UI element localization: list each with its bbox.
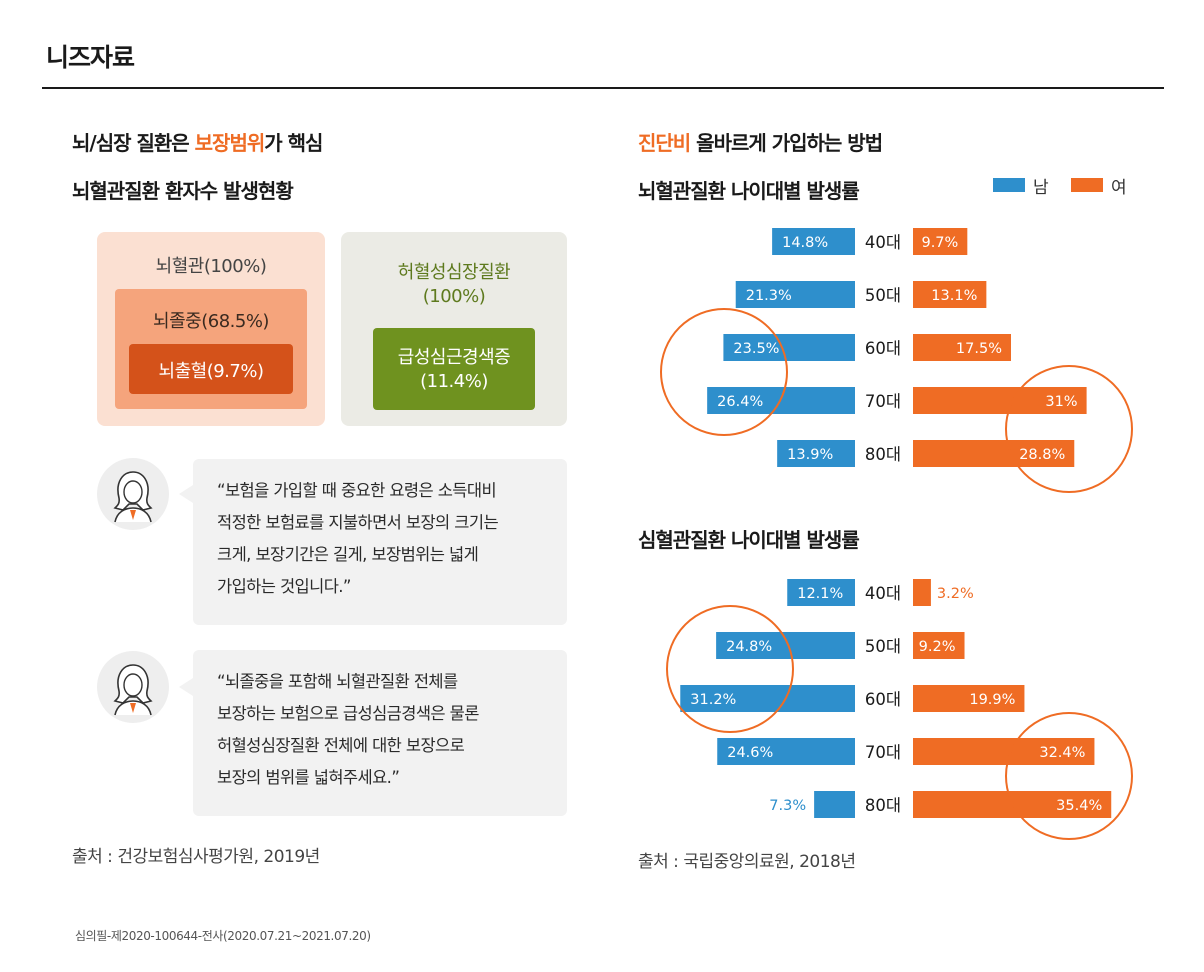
ischemic-heart-box: 허혈성심장질환 (100%) 급성심근경색증 (11.4%) [341,232,567,426]
bar-female-60대 [913,685,1025,712]
bar-male-40대 [772,228,855,255]
right-heading-post: 올바르게 가입하는 방법 [690,131,883,155]
quote1-line: 크게, 보장기간은 길게, 보장범위는 넓게 [217,545,479,564]
bar-female-50대 [913,281,987,308]
left-heading-highlight: 보장범위 [194,131,266,155]
category-label: 70대 [865,392,901,411]
bar-male-80대 [777,440,855,467]
category-label: 60대 [865,690,901,709]
highlight-circle-male-50-60 [666,605,794,733]
value-label-female: 17.5% [956,341,1002,357]
value-label-male: 24.8% [726,639,772,655]
legend-female-swatch [1071,178,1103,192]
bar-female-40대 [913,228,968,255]
hemorrhage-label: 뇌출혈(9.7%) [158,361,264,382]
quote1-line: 적정한 보험료를 지불하면서 보장의 크기는 [217,513,499,532]
highlight-circle-female-70-80 [1005,712,1133,840]
quote2-line: 보장의 범위를 넓혀주세요.” [217,768,400,787]
value-label-female: 3.2% [937,586,974,602]
value-label-female: 9.7% [921,235,958,251]
bar-female-40대 [913,579,931,606]
legend-female-label: 여 [1111,178,1127,198]
chart1-title: 뇌혈관질환 나이대별 발생률 [638,179,860,203]
quote2-bubble: “뇌졸중을 포함해 뇌혈관질환 전체를 보장하는 보험으로 급성심금경색은 물론… [193,650,567,816]
left-subheading: 뇌혈관질환 환자수 발생현황 [72,179,294,203]
header-divider [42,87,1164,89]
mi-label-2: (11.4%) [420,371,488,392]
left-heading: 뇌/심장 질환은 보장범위가 핵심 [72,127,323,156]
bar-female-70대 [913,387,1087,414]
quote1-line: “보험을 가입할 때 중요한 요령은 소득대비 [217,481,497,500]
value-label-male: 26.4% [717,394,763,410]
cerebrovascular-label: 뇌혈관(100%) [155,256,267,277]
category-label: 60대 [865,339,901,358]
cerebrovascular-box: 뇌혈관(100%) 뇌졸중(68.5%) 뇌출혈(9.7%) [97,232,325,426]
stroke-label: 뇌졸중(68.5%) [153,311,269,332]
value-label-male: 21.3% [746,288,792,304]
bar-male-60대 [723,334,855,361]
page-title: 니즈자료 [46,43,135,72]
right-heading-highlight: 진단비 [638,131,691,155]
quote1-bubble: “보험을 가입할 때 중요한 요령은 소득대비 적정한 보험료를 지불하면서 보… [193,459,567,625]
value-label-female: 9.2% [919,639,956,655]
category-label: 50대 [865,286,901,305]
bar-female-70대 [913,738,1095,765]
category-label: 40대 [865,233,901,252]
right-heading: 진단비 올바르게 가입하는 방법 [638,127,883,156]
quote2-tail [179,678,193,696]
right-source: 출처 : 국립중앙의료원, 2018년 [638,852,856,872]
value-label-male: 14.8% [782,235,828,251]
quote1-tail [179,485,193,503]
ischemic-heart-label-2: (100%) [422,286,486,307]
bar-male-70대 [717,738,855,765]
quote1-line: 가입하는 것입니다.” [217,577,351,596]
compliance-footnote: 심의필-제2020-100644-전사(2020.07.21~2021.07.2… [75,929,371,943]
quote2-line: 보장하는 보험으로 급성심금경색은 물론 [217,704,479,723]
value-label-female: 13.1% [931,288,977,304]
bar-female-50대 [913,632,965,659]
quote2-line: 허혈성심장질환 전체에 대한 보장으로 [217,736,465,755]
legend-male-swatch [993,178,1025,192]
category-label: 80대 [865,796,901,815]
category-label: 50대 [865,637,901,656]
category-label: 70대 [865,743,901,762]
bar-male-50대 [716,632,855,659]
highlight-circle-female-70-80 [1005,365,1133,493]
category-label: 40대 [865,584,901,603]
value-label-male: 12.1% [797,586,843,602]
value-label-female: 32.4% [1039,745,1085,761]
mi-box: 급성심근경색증 (11.4%) [373,328,535,410]
bar-female-60대 [913,334,1011,361]
legend-male-label: 남 [1033,178,1049,198]
value-label-female: 35.4% [1056,798,1102,814]
mi-label-1: 급성심근경색증 [397,347,511,368]
bar-male-40대 [787,579,855,606]
category-label: 80대 [865,445,901,464]
advisor-avatar-icon [97,458,169,530]
left-heading-pre: 뇌/심장 질환은 [72,131,195,155]
left-source: 출처 : 건강보험심사평가원, 2019년 [72,847,320,867]
bar-male-50대 [735,281,855,308]
chart2-title: 심혈관질환 나이대별 발생률 [638,528,860,552]
value-label-female: 31% [1045,394,1077,410]
value-label-male: 24.6% [727,745,773,761]
hemorrhage-box: 뇌출혈(9.7%) [129,344,293,394]
left-heading-post: 가 핵심 [264,131,323,155]
bar-male-80대 [814,791,855,818]
value-label-male: 13.9% [787,447,833,463]
advisor-avatar-icon [97,651,169,723]
value-label-female: 28.8% [1019,447,1065,463]
value-label-male: 7.3% [769,798,806,814]
value-label-male: 31.2% [690,692,736,708]
highlight-circle-male-60-70 [660,308,788,436]
quote2-line: “뇌졸중을 포함해 뇌혈관질환 전체를 [217,672,458,691]
value-label-male: 23.5% [733,341,779,357]
bar-male-60대 [680,685,855,712]
stroke-box: 뇌졸중(68.5%) 뇌출혈(9.7%) [115,289,307,409]
value-label-female: 19.9% [969,692,1015,708]
bar-female-80대 [913,440,1075,467]
ischemic-heart-label-1: 허혈성심장질환 [397,262,511,283]
